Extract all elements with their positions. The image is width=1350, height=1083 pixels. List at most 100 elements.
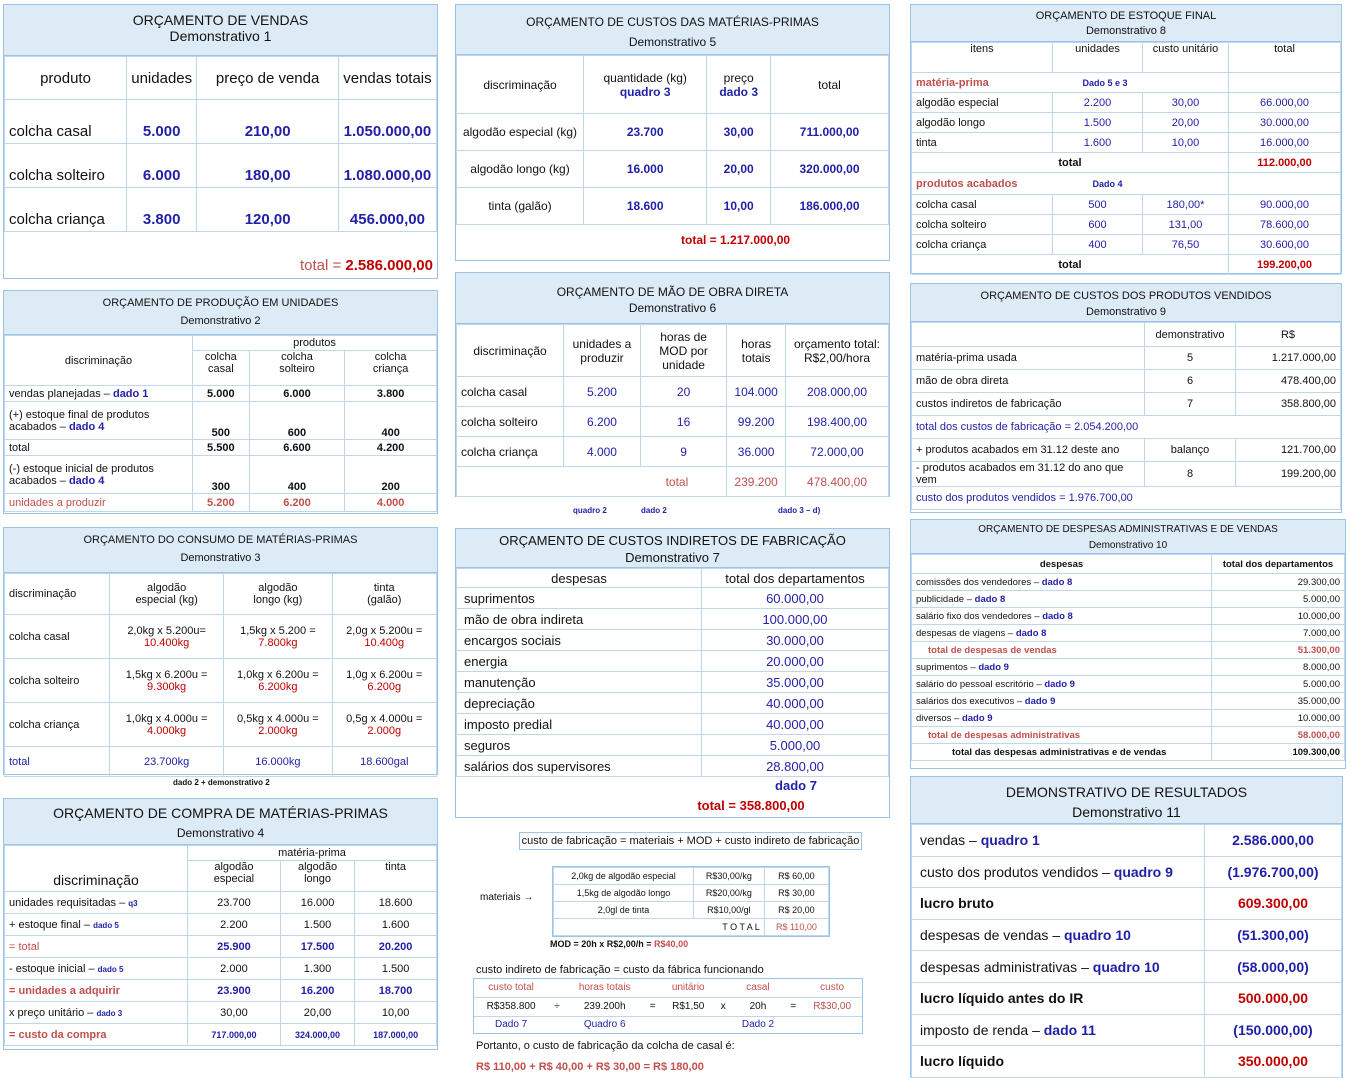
row-label: colcha criança [911,234,1053,255]
table-row: vendas planejadas – dado 1 5.000 6.000 3… [4,385,437,402]
source-label: Dado 5 e 3 [1052,72,1229,93]
cell: 1.500 [1052,112,1143,133]
row-label: custo dos produtos vendidos – quadro 9 [911,855,1205,889]
cell: 600 [248,401,346,440]
table-row: tinta 1.600 10,00 16.000,00 [911,132,1341,153]
table-row: = unidades a adquirir 23.900 16.200 18.7… [4,979,437,1002]
table-row: encargos sociais 30.000,00 [456,629,889,651]
row-label: unidades requisitadas – q3 [4,891,188,914]
cell: R$20,00/kg [693,884,765,902]
table-row: - estoque inicial – dado 5 2.000 1.300 1… [4,957,437,980]
cell: 20h [749,1001,767,1012]
cell: 198.400,00 [785,406,889,437]
cell: 60.000,00 [701,587,889,609]
cell: (58.000,00) [1204,950,1342,983]
table-row: total 23.700kg 16.000kg 18.600gal [4,746,438,777]
cell: 2,0gl de tinta [553,901,694,919]
col-header: total dos departamentos [701,568,889,588]
cell: 456.000,00 [337,187,438,232]
table-title: ORÇAMENTO DE MÃO DE OBRA DIRETA [556,285,789,299]
cell: 609.300,00 [1204,887,1342,920]
table-title: ORÇAMENTO DE VENDAS [132,12,309,28]
cell: 208.000,00 [785,376,889,407]
cell: 30,00 [187,1001,281,1024]
table-row: + estoque final – dado 5 2.200 1.500 1.6… [4,913,437,936]
cell: R$10,00/gl [693,901,765,919]
cell: colcha criança [4,187,127,232]
cell: 1.500 [279,913,356,936]
table-row: custo dos produtos vendidos – quadro 9 (1… [911,855,1342,889]
row-label: publicidade – dado 8 [911,590,1212,608]
admin-sales-expenses-table: ORÇAMENTO DE DESPESAS ADMINISTRATIVAS E … [910,519,1346,769]
row-label: custos indiretos de fabricação [911,392,1145,416]
row-label: seguros [456,734,702,756]
row-label: unidades a produzir [4,493,193,512]
cell: 28.800,00 [701,755,889,777]
cell: R$30,00 [813,1001,852,1012]
table-row: custo total horas totais unitário casal … [474,979,862,997]
source-label: dado 7 [775,778,817,793]
cell: colcha solteiro [4,143,127,188]
table-row: total 112.000,00 [911,152,1341,173]
row-label: + estoque final – dado 5 [4,913,188,936]
col-header: algodão especial [187,860,281,892]
col-header: produtos [192,335,437,351]
row-label: imposto predial [456,713,702,735]
cell: 1,0kg x 4.000u = 4.000kg [108,702,225,747]
cell: 18.700 [354,979,437,1002]
table-row: colcha solteiro 6.200 16 99.200 198.400,… [456,406,889,437]
cell: 0,5kg x 4.000u = 2.000kg [223,702,333,747]
col-header: despesas [911,554,1212,574]
cell: 16.200 [279,979,356,1002]
cell: 8.000,00 [1211,658,1345,676]
table-row: lucro bruto 609.300,00 [911,887,1342,920]
cell: 23.900 [187,979,281,1002]
cell: 1.080.000,00 [337,143,438,188]
cell: 358.800,00 [1235,392,1341,416]
table-row: colcha casal 5.000 210,00 1.050.000,00 [4,99,438,144]
cell: 131,00 [1142,214,1229,235]
row-label: matéria-prima usada [911,346,1145,370]
total-line: custo dos produtos vendidos = 1.976.700,… [911,486,1341,510]
table-subtitle: Demonstrativo 5 [628,35,717,49]
row-label: (+) estoque final de produtos acabados –… [4,401,193,440]
cell: 0,5g x 4.000u = 2.000g [331,702,438,747]
table-row: algodão especial 2.200 30,00 66.000,00 [911,92,1341,113]
indirect-cost-title: custo indireto de fabricação = custo da … [476,964,764,976]
total-label: total = [299,257,342,274]
cell: 6.000 [248,385,346,402]
cell: 1.217.000,00 [1235,346,1341,370]
row-label: energia [456,650,702,672]
row-label: + produtos acabados em 31.12 deste ano [911,438,1145,462]
cell: Dado 2 [741,1019,775,1031]
col-header: total [770,55,889,114]
table-row: total 239.200 478.400,00 [455,466,889,497]
col-header: horas de MOD por unidade [639,324,728,377]
cell: R$ 110,00 [763,918,830,936]
row-label: suprimentos – dado 9 [911,658,1212,676]
raw-material-purchase-table: ORÇAMENTO DE COMPRA DE MATÉRIAS-PRIMAS D… [3,798,438,1050]
cell: 711.000,00 [770,113,889,151]
table-row: colcha solteiro 1,5kg x 6.200u = 9.300kg … [4,658,438,703]
conclusion-text: Portanto, o custo de fabricação da colch… [476,1040,735,1052]
row-label: colcha criança [456,436,564,467]
table-row: despesas de viagens – dado 8 7.000,00 [911,624,1345,642]
cell: 717.000,00 [187,1023,281,1046]
cell: custo total [488,982,534,994]
cell: Dado 7 [494,1019,528,1031]
col-header: preço de venda [196,56,339,100]
table-row: Dado 7 Quadro 6 Dado 2 [474,1016,862,1033]
cell: 210,00 [196,99,339,144]
row-label: depreciação [456,692,702,714]
col-header: quantidade (kg) quadro 3 [582,55,708,114]
col-header: discriminação [4,335,193,386]
table-subtitle: Demonstrativo 3 [180,552,261,564]
table-row: (-) estoque inicial de produtos acabados… [4,455,437,494]
cell: 600 [1052,214,1143,235]
row-label: produtos acabados [911,172,1053,195]
table-row: total de despesas de vendas 51.300,00 [911,641,1345,659]
table-row: imposto predial 40.000,00 [456,713,889,735]
table-row: colcha criança 1,0kg x 4.000u = 4.000kg 0… [4,702,438,747]
table-row: unidades requisitadas – q3 23.700 16.000… [4,891,437,914]
cell: 6.600 [248,439,346,456]
